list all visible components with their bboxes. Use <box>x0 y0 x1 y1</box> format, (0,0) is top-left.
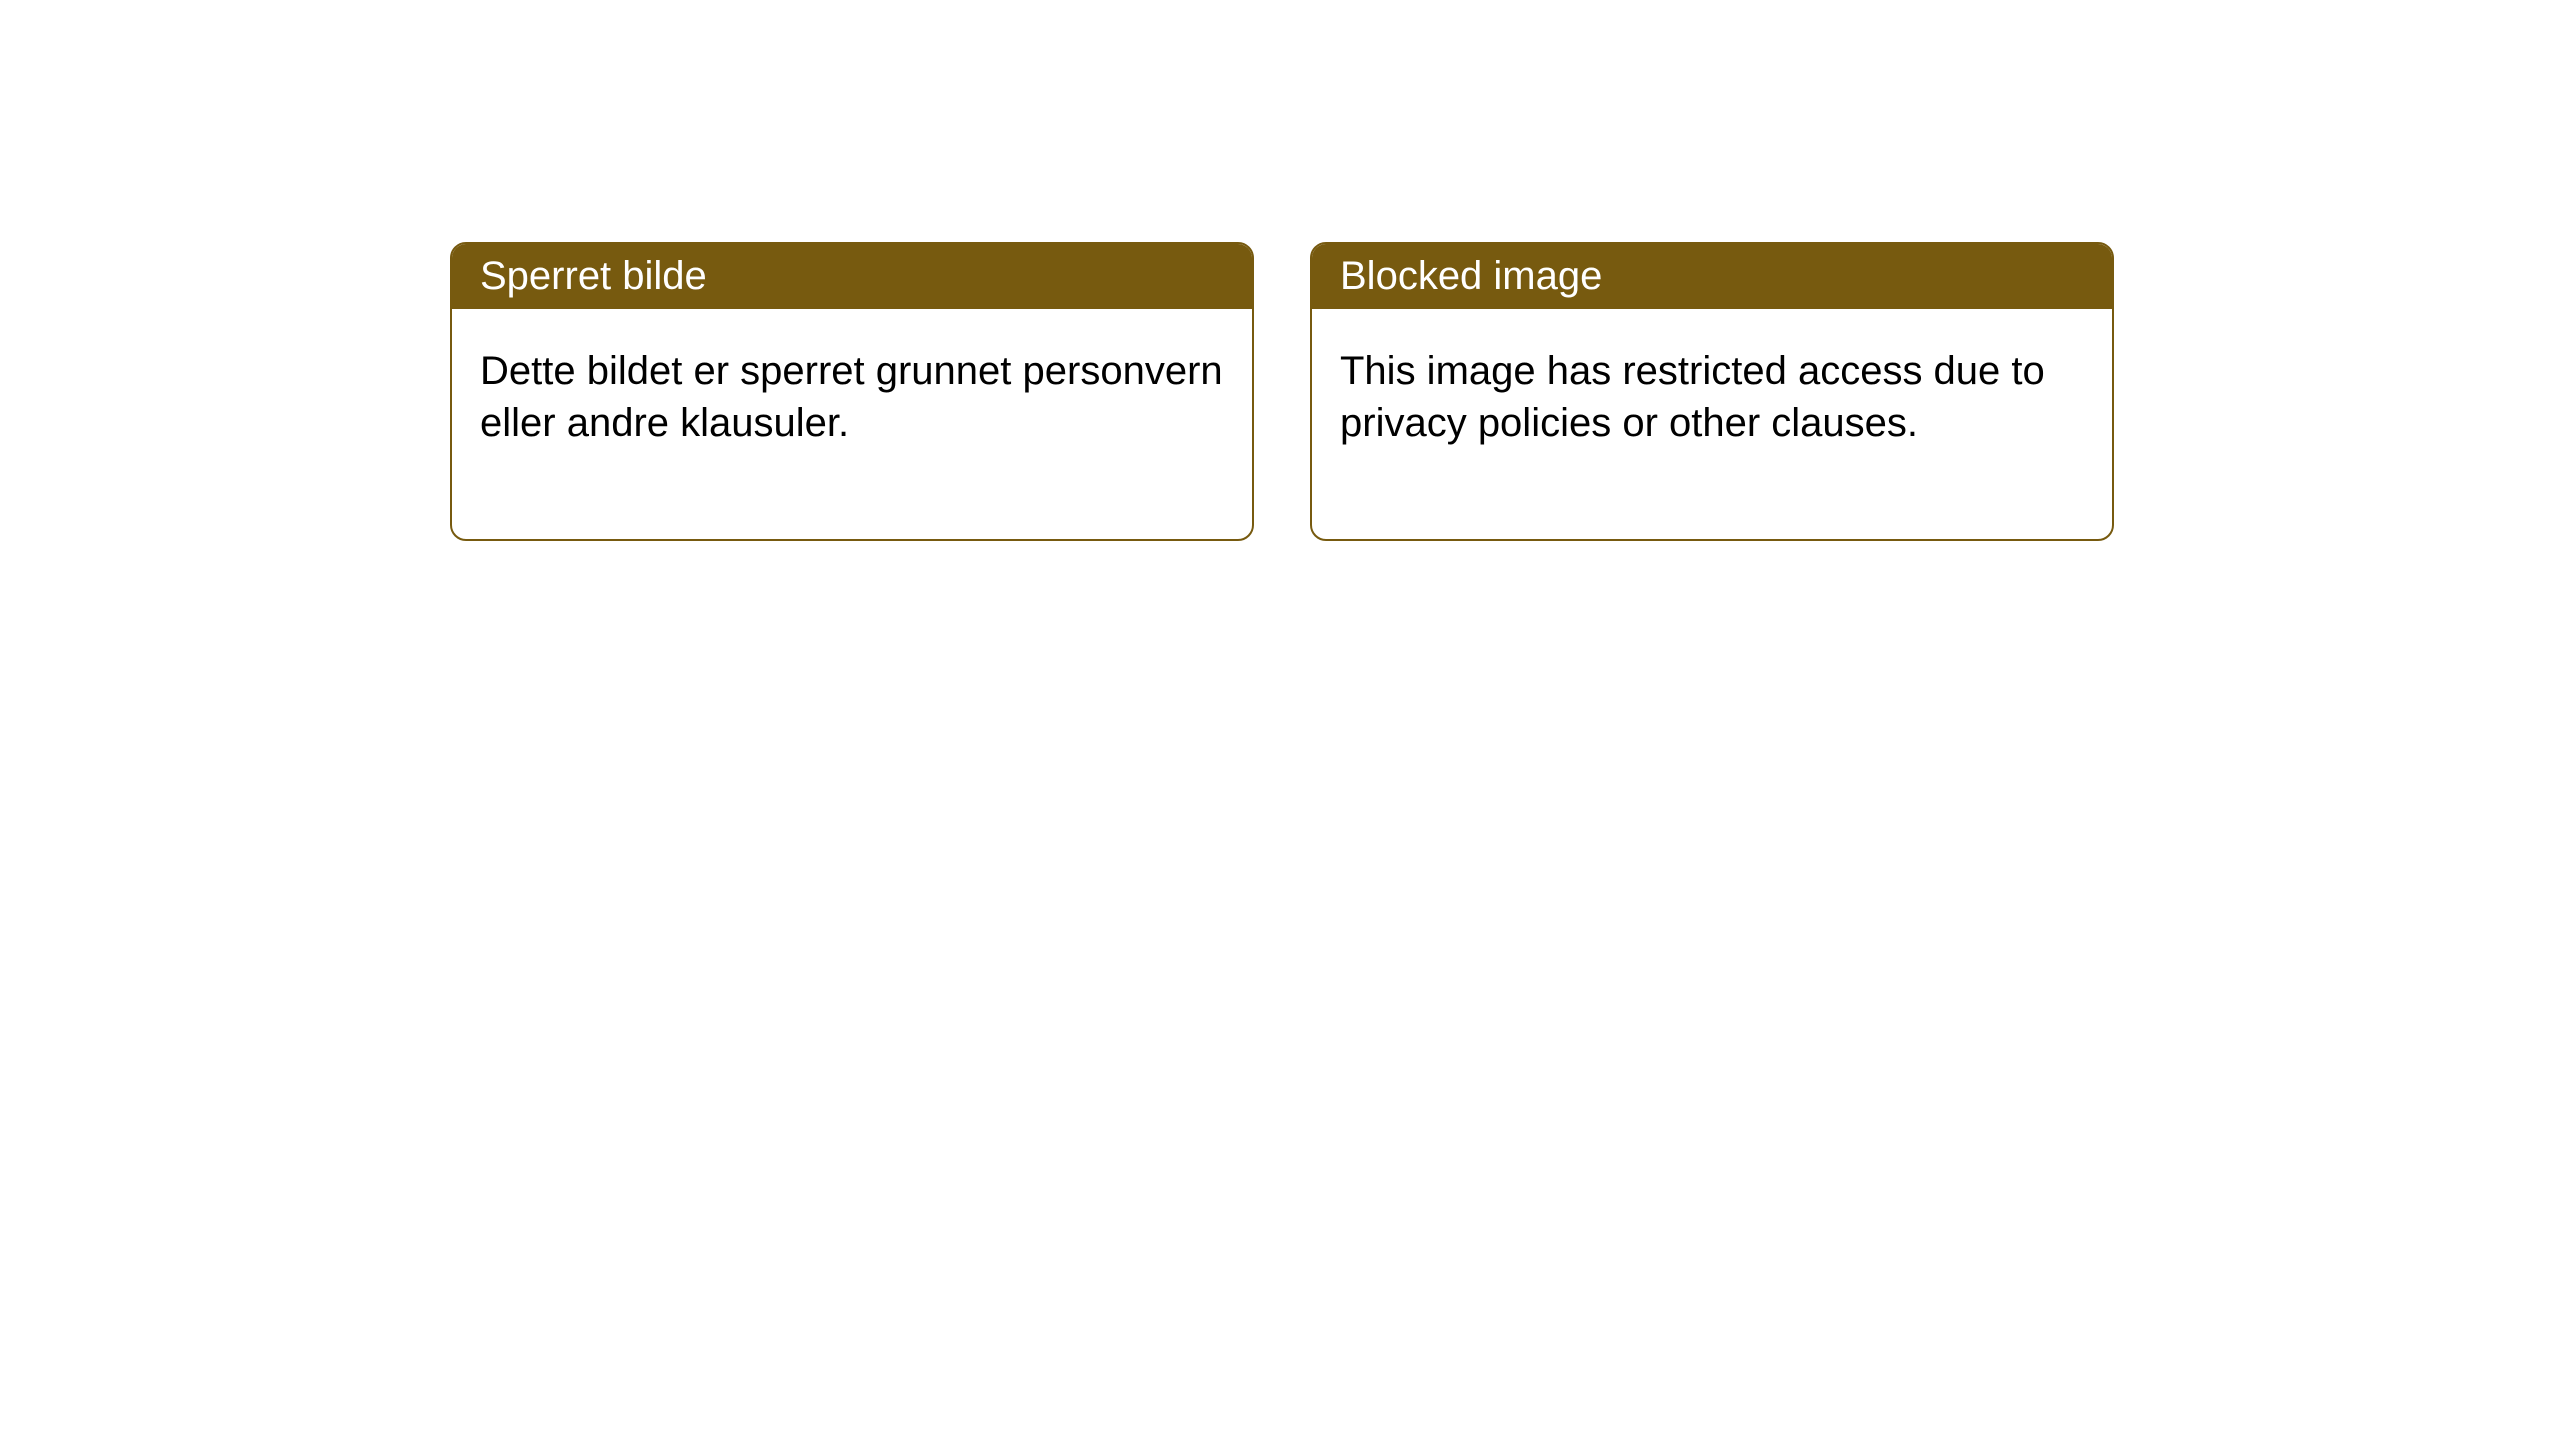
card-body-text: Dette bildet er sperret grunnet personve… <box>480 349 1223 445</box>
blocked-image-card-norwegian: Sperret bilde Dette bildet er sperret gr… <box>450 242 1254 541</box>
card-header: Blocked image <box>1312 244 2112 309</box>
card-title: Blocked image <box>1340 254 1602 298</box>
blocked-image-notice-container: Sperret bilde Dette bildet er sperret gr… <box>450 242 2114 541</box>
card-title: Sperret bilde <box>480 254 707 298</box>
blocked-image-card-english: Blocked image This image has restricted … <box>1310 242 2114 541</box>
card-body: Dette bildet er sperret grunnet personve… <box>452 309 1252 539</box>
card-body-text: This image has restricted access due to … <box>1340 349 2045 445</box>
card-header: Sperret bilde <box>452 244 1252 309</box>
card-body: This image has restricted access due to … <box>1312 309 2112 539</box>
